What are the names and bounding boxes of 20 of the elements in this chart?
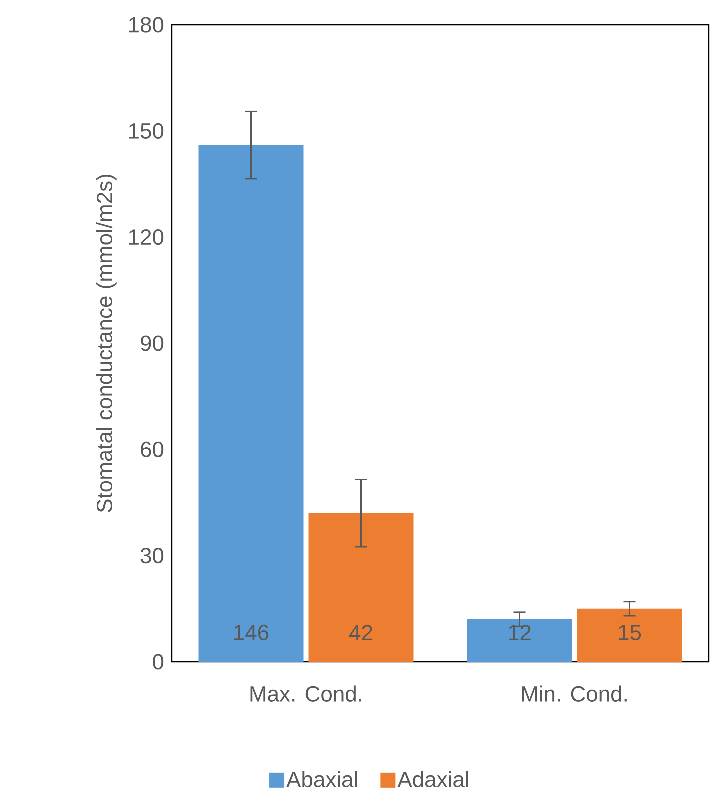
data-label: 42 [350,625,372,640]
bar [467,620,572,662]
y-tick-label: 0 [153,654,164,670]
x-tick-label: Max. Cond. [250,686,362,702]
legend-label: Abaxial [286,771,358,788]
y-tick-label: 150 [129,123,164,139]
bar [198,145,304,662]
bar [577,608,682,662]
y-tick-label: 180 [129,17,164,33]
x-tick-label: Min. Cond. [522,686,627,702]
legend-label: Adaxial [398,771,468,788]
y-tick-label: 90 [141,336,164,352]
y-axis-title: Stomatal conductance (mmol/m2s) [96,174,117,512]
data-label: 15 [619,625,642,640]
y-tick-label: 60 [141,442,164,458]
data-label: 12 [509,625,531,640]
bar [308,513,414,662]
y-tick-label: 30 [140,548,164,564]
y-tick-label: 120 [129,230,164,246]
data-label: 146 [234,624,269,640]
